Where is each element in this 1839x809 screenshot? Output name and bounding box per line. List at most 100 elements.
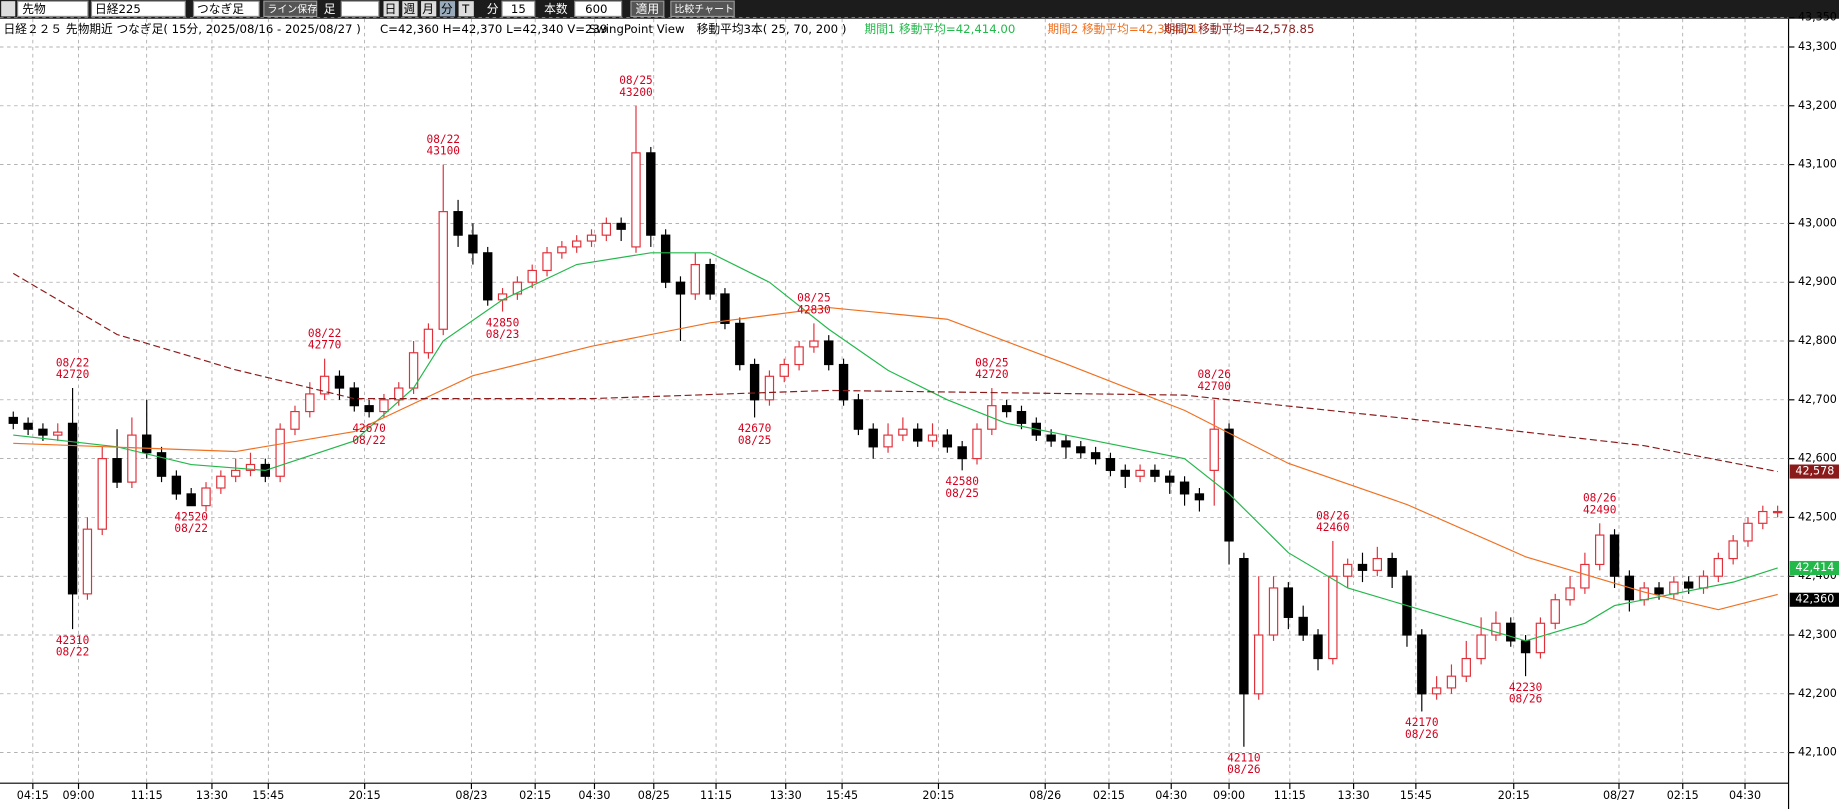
candle-body: [1609, 534, 1620, 577]
x-tick-label: 09:00: [1213, 789, 1245, 802]
candle-body: [156, 452, 167, 477]
legend-entry: 期間2 移動平均=42,364.71: [1047, 22, 1198, 36]
swing-price: 42460: [1316, 521, 1350, 534]
market-select[interactable]: [17, 0, 89, 18]
candle-body: [82, 528, 93, 595]
bar-select[interactable]: [192, 0, 260, 18]
candle-body: [1194, 493, 1205, 501]
price-tag: [1789, 592, 1839, 607]
swing-price: 42110: [1227, 751, 1261, 764]
swing-date: 08/22: [352, 434, 386, 447]
candle-body: [438, 211, 448, 330]
candle-body: [1683, 581, 1694, 589]
y-tick-label: 42,700: [1798, 393, 1837, 406]
candle-body: [601, 222, 612, 236]
candle-body: [779, 363, 789, 377]
y-tick-label: 42,200: [1798, 687, 1837, 700]
candle-body: [1461, 657, 1471, 677]
candle-body: [1076, 446, 1086, 454]
swing-date: 08/26: [1583, 492, 1617, 505]
candle-body: [1090, 452, 1101, 460]
ashi-input[interactable]: [340, 0, 380, 18]
period-button[interactable]: [402, 1, 418, 17]
period-text: 日: [385, 2, 397, 16]
x-tick-label: 11:15: [1274, 789, 1306, 802]
x-tick-label: 20:15: [1498, 789, 1530, 802]
candle-body: [1506, 622, 1516, 642]
candle-body: [171, 475, 182, 495]
swing-date: 08/25: [619, 74, 653, 87]
candle-body: [527, 269, 537, 283]
candle-body: [305, 393, 315, 413]
count-input[interactable]: [574, 0, 623, 18]
x-tick-label: 11:15: [700, 789, 732, 802]
candle-body: [1758, 510, 1768, 524]
candle-body: [1669, 581, 1679, 595]
candle-body: [1357, 563, 1368, 571]
interval-input[interactable]: [501, 0, 536, 18]
candle-body: [824, 340, 834, 366]
candle-body: [142, 434, 152, 454]
x-tick-label: 08/23: [455, 789, 487, 802]
y-tick-label: 42,500: [1798, 510, 1837, 523]
candle-body: [942, 434, 953, 448]
apply-button[interactable]: [630, 0, 665, 18]
swing-price: 42850: [486, 316, 520, 329]
swing-date: 08/25: [945, 487, 979, 500]
candle-body: [1654, 587, 1664, 595]
y-tick-label: 42,800: [1798, 334, 1837, 347]
candle-body: [646, 152, 656, 236]
swing-price: 42230: [1509, 681, 1543, 694]
swing-date: 08/22: [308, 327, 342, 340]
menu-button[interactable]: [1, 1, 16, 17]
legend-entry: 期間1 移動平均=42,414.00: [864, 22, 1015, 36]
view-label: SwingPoint View: [589, 22, 685, 36]
period-button-selected[interactable]: [439, 1, 456, 17]
symbol-select[interactable]: [90, 0, 186, 18]
candle-body: [1491, 622, 1501, 636]
x-tick-label: 13:30: [1338, 789, 1370, 802]
candle-body: [1298, 616, 1308, 636]
candle-body: [1254, 634, 1264, 695]
moving-average-line: [13, 306, 1778, 611]
save-button[interactable]: [263, 0, 318, 18]
candle-body: [1535, 622, 1546, 654]
candle-body: [720, 293, 730, 324]
candle-body: [749, 363, 760, 401]
swing-date: 08/25: [738, 434, 772, 447]
candle-body: [794, 346, 804, 366]
candle-body: [1328, 575, 1338, 660]
candle-body: [571, 240, 582, 248]
candle-body: [1387, 557, 1397, 577]
candle-body: [764, 375, 775, 401]
x-tick-label: 02:15: [1093, 789, 1125, 802]
candle-body: [186, 493, 196, 507]
candle-body: [290, 410, 300, 430]
candle-body: [512, 281, 523, 295]
price-tag-label: 42,360: [1795, 593, 1834, 606]
candle-body: [245, 463, 256, 471]
swing-price: 43100: [426, 145, 460, 158]
candle-body: [23, 422, 33, 430]
swing-date: 08/22: [426, 133, 460, 146]
x-tick-label: 04:30: [1155, 789, 1187, 802]
candle-body: [883, 434, 893, 448]
y-tick-label: 42,300: [1798, 628, 1837, 641]
swing-price: 42670: [738, 422, 772, 435]
x-tick-label: 15:45: [1400, 789, 1432, 802]
x-tick-label: 09:00: [62, 789, 94, 802]
period-button[interactable]: [383, 1, 399, 17]
x-tick-label: 04:30: [1729, 789, 1761, 802]
compare-button[interactable]: [670, 0, 735, 18]
period-button[interactable]: [421, 1, 437, 17]
candle-body: [334, 375, 345, 389]
count-value: 600: [585, 2, 607, 16]
candle-body: [1565, 587, 1575, 601]
x-tick-label: 11:15: [131, 789, 163, 802]
candle-body: [853, 399, 864, 430]
candle-body: [1713, 557, 1724, 577]
candle-body: [364, 405, 374, 413]
period-button[interactable]: [458, 1, 474, 17]
y-tick-label: 43,300: [1798, 40, 1837, 53]
